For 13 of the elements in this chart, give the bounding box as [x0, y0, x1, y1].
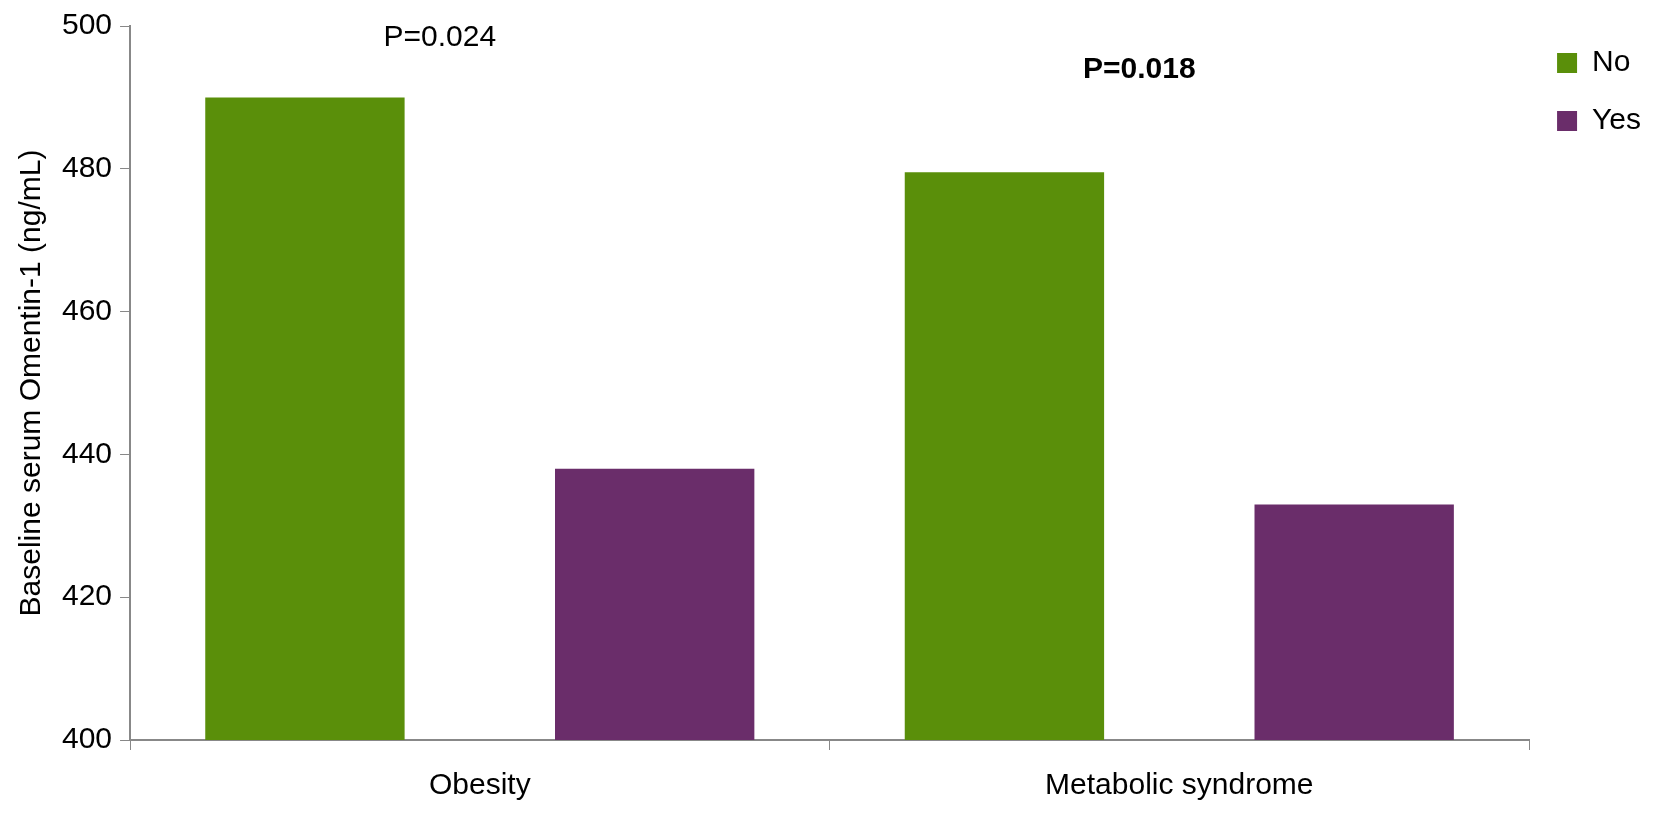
x-tick-label: Obesity	[428, 767, 531, 801]
y-tick-label: 480	[61, 150, 113, 184]
annotation: P=0.018	[1083, 51, 1196, 85]
legend-label: No	[1592, 44, 1631, 78]
y-axis-title: Baseline serum Omentin-1 (ng/mL)	[13, 149, 47, 617]
y-tick-label: 500	[61, 7, 113, 41]
y-tick-label: 400	[61, 721, 113, 755]
y-tick-label: 440	[61, 435, 113, 469]
x-tick-label: Metabolic syndrome	[1045, 767, 1314, 801]
legend-label: Yes	[1592, 102, 1642, 136]
y-tick-label: 420	[61, 578, 113, 612]
annotation: P=0.024	[383, 19, 497, 53]
y-tick-label: 460	[61, 292, 113, 326]
